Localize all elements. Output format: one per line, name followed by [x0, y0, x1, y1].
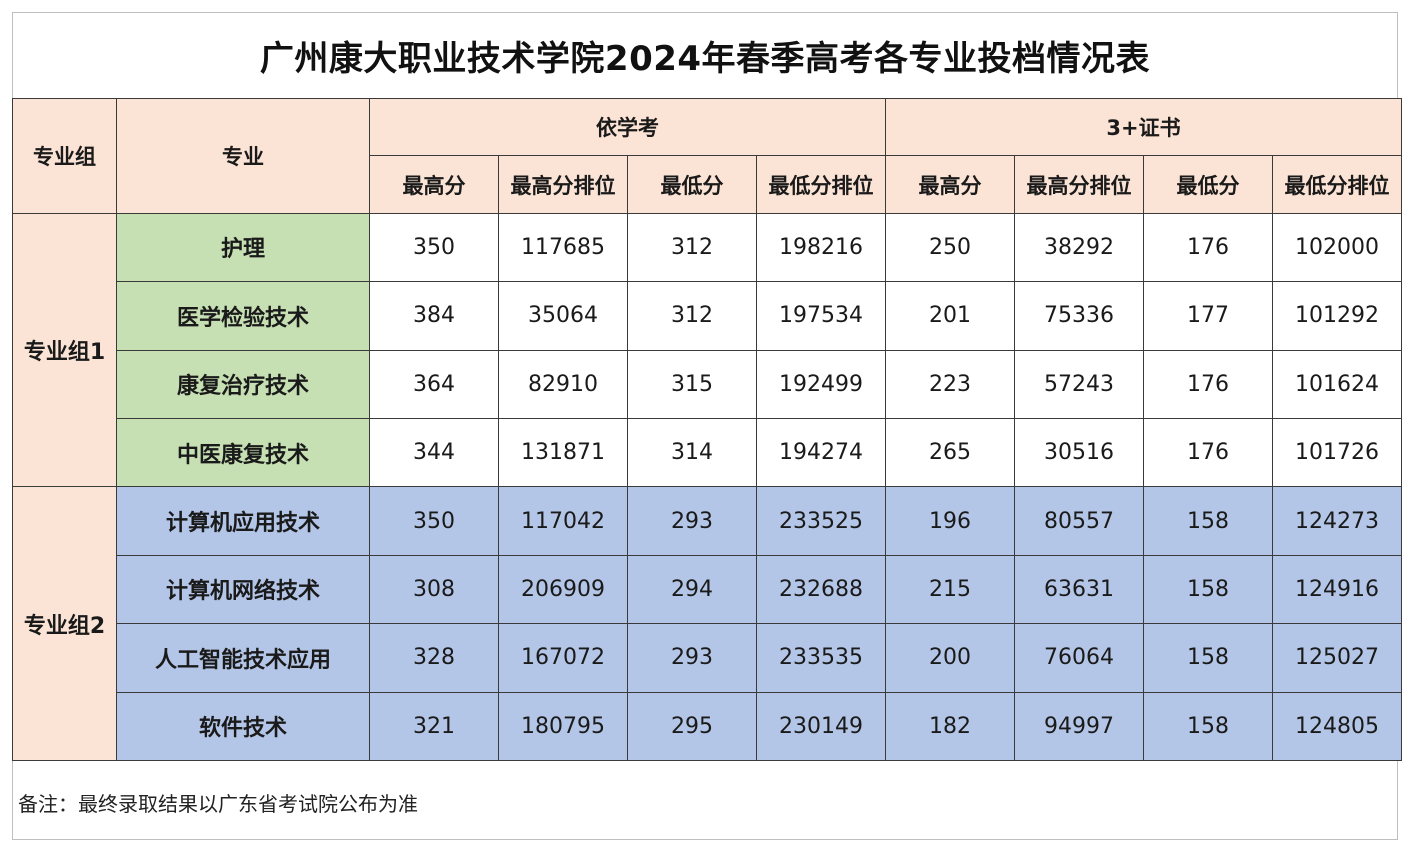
score-cell: 101292	[1271, 281, 1403, 351]
score-cell: 124916	[1271, 554, 1403, 625]
score-cell: 180795	[498, 691, 628, 762]
score-cell: 364	[369, 349, 499, 419]
score-cell: 321	[369, 691, 499, 762]
score-cell: 200	[885, 623, 1015, 693]
score-cell: 124805	[1271, 691, 1403, 762]
score-cell: 177	[1143, 281, 1273, 351]
score-cell: 196	[885, 486, 1015, 556]
header-row: 专业组 专业 依学考 3+证书	[12, 97, 1403, 214]
major-name: 护理	[116, 212, 370, 283]
header-section-b: 3+证书	[884, 97, 1403, 157]
score-cell: 80557	[1014, 486, 1144, 556]
score-cell: 233535	[756, 623, 886, 693]
admission-table: 专业组 专业 依学考 3+证书 最高分 最高分排位 最低分 最低分排位 最高分 …	[12, 97, 1403, 762]
score-cell: 101726	[1271, 417, 1403, 488]
score-cell: 75336	[1014, 281, 1144, 351]
score-cell: 206909	[498, 554, 628, 625]
subheader-cell: 最高分排位	[498, 155, 628, 214]
table-row: 康复治疗技术 364 82910 315 192499 223 57243 176 101624	[13, 349, 1403, 419]
score-cell: 117685	[498, 212, 628, 283]
score-cell: 167072	[498, 623, 628, 693]
score-cell: 232688	[756, 554, 886, 625]
group-label: 专业组1	[12, 212, 117, 488]
major-name: 康复治疗技术	[116, 349, 370, 419]
header-section-a: 依学考	[369, 97, 886, 157]
score-cell: 158	[1143, 554, 1273, 625]
score-cell: 176	[1143, 417, 1273, 488]
score-cell: 293	[627, 486, 757, 556]
score-cell: 233525	[756, 486, 886, 556]
score-cell: 384	[369, 281, 499, 351]
table-row: 中医康复技术 344 131871 314 194274 265 30516 176 10172…	[13, 417, 1403, 488]
subheader-cell: 最低分	[1143, 155, 1273, 214]
table-row: 专业组1 护理 350 117685 312 198216 250 38292 176 10200…	[12, 212, 1403, 488]
major-name: 中医康复技术	[116, 417, 370, 488]
score-cell: 63631	[1014, 554, 1144, 625]
score-cell: 312	[627, 281, 757, 351]
score-cell: 117042	[498, 486, 628, 556]
subheader-cell: 最低分排位	[1271, 155, 1403, 214]
score-cell: 158	[1143, 486, 1273, 556]
score-cell: 308	[369, 554, 499, 625]
score-cell: 293	[627, 623, 757, 693]
score-cell: 198216	[756, 212, 886, 283]
score-cell: 197534	[756, 281, 886, 351]
score-cell: 250	[885, 212, 1015, 283]
major-name: 软件技术	[116, 691, 370, 762]
group-label: 专业组2	[12, 486, 117, 761]
table-row: 人工智能技术应用 328 167072 293 233535 200 76064 158 125…	[13, 623, 1403, 693]
score-cell: 57243	[1014, 349, 1144, 419]
score-cell: 192499	[756, 349, 886, 419]
score-cell: 102000	[1271, 212, 1403, 283]
score-cell: 194274	[756, 417, 886, 488]
score-cell: 35064	[498, 281, 628, 351]
score-cell: 295	[627, 691, 757, 762]
table-row: 医学检验技术 384 35064 312 197534 201 75336 177 101292	[13, 281, 1403, 351]
score-cell: 124273	[1271, 486, 1403, 556]
score-cell: 158	[1143, 691, 1273, 762]
score-cell: 223	[885, 349, 1015, 419]
subheader-cell: 最高分排位	[1014, 155, 1144, 214]
score-cell: 314	[627, 417, 757, 488]
header-group: 专业组	[12, 98, 117, 214]
footnote: 备注：最终录取结果以广东省考试院公布为准	[18, 792, 418, 816]
score-cell: 312	[627, 212, 757, 283]
score-cell: 125027	[1271, 623, 1403, 693]
score-cell: 82910	[498, 349, 628, 419]
subheader-row: 最高分 最高分排位 最低分 最低分排位 最高分 最高分排位 最低分 最低分排位	[13, 155, 1403, 214]
score-cell: 315	[627, 349, 757, 419]
score-cell: 30516	[1014, 417, 1144, 488]
major-name: 医学检验技术	[116, 281, 370, 351]
subheader-cell: 最高分	[369, 155, 499, 214]
score-cell: 76064	[1014, 623, 1144, 693]
score-cell: 344	[369, 417, 499, 488]
score-cell: 350	[369, 486, 499, 556]
table-row: 软件技术 321 180795 295 230149 182 94997 158 124805	[13, 691, 1403, 762]
score-cell: 230149	[756, 691, 886, 762]
score-cell: 176	[1143, 212, 1273, 283]
subheader-cell: 最低分排位	[756, 155, 886, 214]
major-name: 计算机网络技术	[116, 554, 370, 625]
score-cell: 131871	[498, 417, 628, 488]
subheader-cell: 最低分	[627, 155, 757, 214]
score-cell: 176	[1143, 349, 1273, 419]
score-cell: 215	[885, 554, 1015, 625]
score-cell: 182	[885, 691, 1015, 762]
subheader-cell: 最高分	[885, 155, 1015, 214]
score-cell: 265	[885, 417, 1015, 488]
score-cell: 201	[885, 281, 1015, 351]
score-cell: 38292	[1014, 212, 1144, 283]
header-major: 专业	[116, 98, 370, 214]
score-cell: 158	[1143, 623, 1273, 693]
score-cell: 101624	[1271, 349, 1403, 419]
major-name: 计算机应用技术	[116, 486, 370, 556]
table-row: 计算机网络技术 308 206909 294 232688 215 63631 158 1249…	[13, 554, 1403, 625]
score-cell: 350	[369, 212, 499, 283]
score-cell: 328	[369, 623, 499, 693]
major-name: 人工智能技术应用	[116, 623, 370, 693]
score-cell: 94997	[1014, 691, 1144, 762]
score-cell: 294	[627, 554, 757, 625]
table-row: 专业组2 计算机应用技术 350 117042 293 233525 196 80557 158…	[12, 486, 1403, 761]
page-title: 广州康大职业技术学院2024年春季高考各专业投档情况表	[259, 38, 1151, 79]
